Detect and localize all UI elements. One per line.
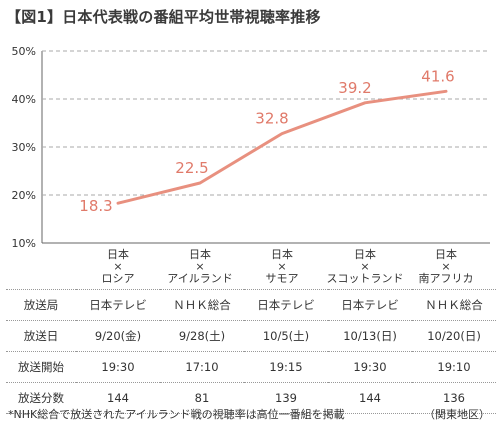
table-cell: 144 [76, 382, 160, 414]
category-label: × [277, 260, 286, 273]
row-header: 放送局 [6, 289, 76, 321]
table-cell: 9/28(土) [160, 320, 244, 352]
category-label: アイルランド [167, 272, 232, 285]
table-row: 放送分数 144 81 139 144 136 [6, 382, 496, 414]
category-label: サモア [266, 272, 299, 285]
table-cell: 81 [160, 382, 244, 414]
data-label: 41.6 [421, 67, 454, 85]
category-label: 日本 [189, 247, 211, 261]
table-cell: 日本テレビ [76, 289, 160, 321]
table-cell: 10/13(日) [328, 320, 412, 352]
chart-title: 【図1】日本代表戦の番組平均世帯視聴率推移 [6, 8, 321, 26]
table-cell: 10/5(土) [244, 320, 328, 352]
data-label: 18.3 [79, 197, 112, 215]
category-label: × [113, 260, 122, 273]
y-tick-label: 50% [12, 45, 36, 58]
line-chart: 50%40%30%20%10% 日本×ロシア日本×アイルランド日本×サモア日本×… [12, 45, 490, 285]
table-cell: 19:30 [328, 351, 412, 383]
y-tick-label: 30% [12, 141, 36, 154]
table-row: 放送開始 19:30 17:10 19:15 19:30 19:10 [6, 351, 496, 383]
y-axis-ticks: 50% 40% 30% 20% 10% [12, 45, 36, 250]
table-cell: ＮＨＫ総合 [160, 289, 244, 321]
row-header: 放送日 [6, 320, 76, 352]
table-cell: 139 [244, 382, 328, 414]
category-label: × [360, 260, 369, 273]
table-cell: 日本テレビ [244, 289, 328, 321]
y-tick-label: 40% [12, 93, 36, 106]
category-label: 日本 [107, 247, 129, 261]
footnote-row: *NHK総合で放送されたアイルランド戦の視聴率は高位一番組を掲載 （関東地区） [8, 406, 494, 422]
table-cell: 日本テレビ [328, 289, 412, 321]
table-cell: 144 [328, 382, 412, 414]
category-label: × [195, 260, 204, 273]
table-cell: 19:30 [76, 351, 160, 383]
data-labels: 18.3 22.5 32.8 39.2 41.6 [79, 67, 454, 215]
y-tick-label: 10% [12, 237, 36, 250]
row-header: 放送分数 [6, 382, 76, 414]
table-row: 放送日 9/20(金) 9/28(土) 10/5(土) 10/13(日) 10/20(日) [6, 320, 496, 352]
table-cell: 10/20(日) [412, 320, 496, 352]
table-cell: ＮＨＫ総合 [412, 289, 496, 321]
footnote: *NHK総合で放送されたアイルランド戦の視聴率は高位一番組を掲載 [8, 408, 345, 421]
table-cell: 19:10 [412, 351, 496, 383]
category-label: 南アフリカ [419, 272, 474, 285]
table-cell: 136 [412, 382, 496, 414]
category-label: スコットランド [327, 272, 404, 285]
grid-lines [41, 50, 490, 244]
y-tick-label: 20% [12, 189, 36, 202]
data-label: 32.8 [255, 110, 288, 128]
data-label: 22.5 [175, 159, 208, 177]
category-label: 日本 [271, 247, 293, 261]
category-label: ロシア [102, 272, 135, 285]
category-label: × [441, 260, 450, 273]
table-cell: 9/20(金) [76, 320, 160, 352]
table-row: 放送局 日本テレビ ＮＨＫ総合 日本テレビ 日本テレビ ＮＨＫ総合 [6, 289, 496, 321]
series-line [116, 89, 448, 205]
broadcast-info-table: 放送局 日本テレビ ＮＨＫ総合 日本テレビ 日本テレビ ＮＨＫ総合 放送日 9/20(金) 9/… [6, 289, 496, 414]
category-label: 日本 [435, 247, 457, 261]
table-cell: 17:10 [160, 351, 244, 383]
region-note: （関東地区） [424, 408, 490, 421]
category-label: 日本 [354, 247, 376, 261]
table-cell: 19:15 [244, 351, 328, 383]
row-header: 放送開始 [6, 351, 76, 383]
data-label: 39.2 [338, 79, 371, 97]
